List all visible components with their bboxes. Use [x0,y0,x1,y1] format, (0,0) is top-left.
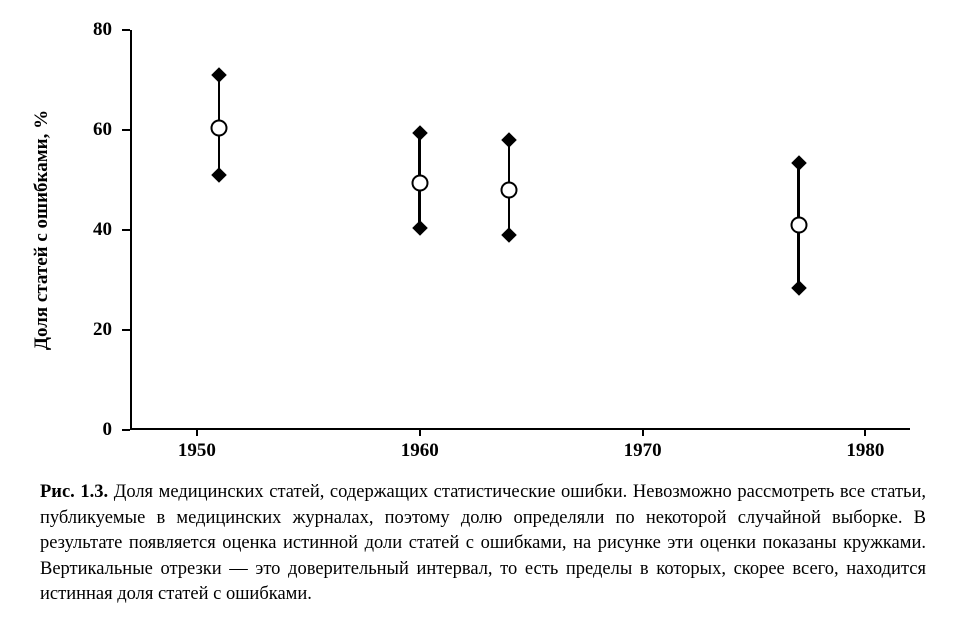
chart-plot-area [130,30,910,430]
y-tick-label: 20 [93,319,112,341]
y-tick [122,429,130,431]
marker-circle [500,182,517,199]
marker-circle [411,174,428,191]
y-tick-label: 0 [103,419,113,441]
error-cap-top [501,132,517,148]
marker-circle [790,217,807,234]
error-cap-bottom [211,167,227,183]
x-tick-label: 1950 [178,440,216,462]
y-tick [122,29,130,31]
y-tick [122,229,130,231]
y-tick-label: 60 [93,119,112,141]
error-cap-bottom [791,280,807,296]
y-axis-line [130,30,132,430]
error-cap-bottom [412,220,428,236]
x-tick [864,428,866,436]
y-axis-labels: 020406080 [0,30,130,430]
marker-circle [211,119,228,136]
error-cap-top [412,125,428,141]
error-cap-top [791,155,807,171]
y-tick [122,129,130,131]
y-axis-title: Доля статей с ошибками, % [31,110,53,350]
x-tick [642,428,644,436]
y-tick [122,329,130,331]
y-tick-label: 80 [93,19,112,41]
figure-caption: Рис. 1.3. Доля медицинских статей, содер… [40,480,926,608]
caption-label: Рис. 1.3. [40,482,108,502]
page: Доля статей с ошибками, % 0 20 40 60 80 1950… [0,0,966,644]
x-tick [196,428,198,436]
x-tick-label: 1960 [401,440,439,462]
error-cap-bottom [501,227,517,243]
x-tick-label: 1970 [624,440,662,462]
x-axis-labels: 1950 1960 1970 1980 [130,440,910,470]
error-cap-top [211,67,227,83]
x-axis-line [130,428,910,430]
x-tick-label: 1980 [846,440,884,462]
y-tick-label: 40 [93,219,112,241]
caption-text: Доля медицинских статей, содержащих стат… [40,482,926,604]
x-tick [419,428,421,436]
